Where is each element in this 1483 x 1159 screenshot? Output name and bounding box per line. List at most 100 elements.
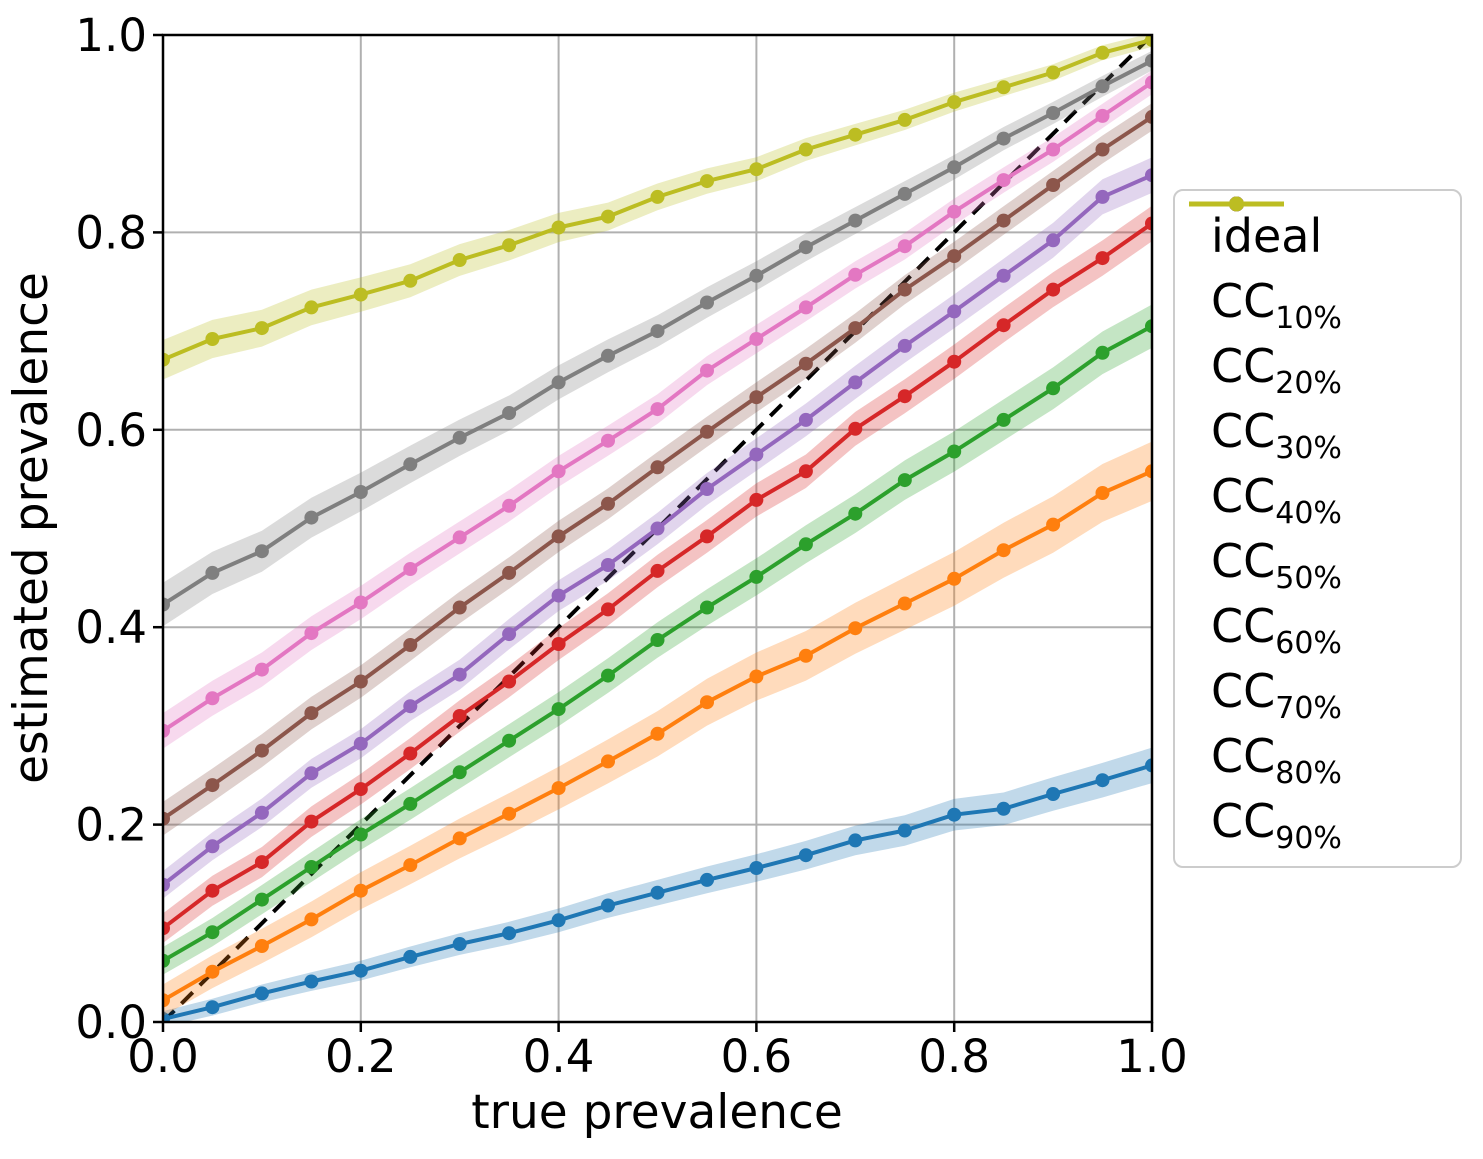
series-marker [353,782,368,797]
legend-entry: CC90% [1175,196,1460,854]
legend-label: CC10% [1211,278,1342,334]
series-marker [254,805,269,820]
series-marker [163,352,170,367]
legend-entry: CC20% [1175,196,1460,399]
legend-line-sample [1189,196,1284,212]
legend-label: CC40% [1211,473,1342,529]
series-marker [700,482,714,496]
series-marker [353,736,368,751]
series-marker [452,831,467,846]
series-marker [502,806,517,821]
legend-label-subscript: 40% [1275,495,1342,531]
series-marker [947,204,962,219]
series-marker [1095,189,1110,204]
series-marker [1145,75,1152,90]
y-axis-label: estimated prevalence [4,272,59,784]
series-marker [749,332,764,346]
series-marker [601,668,615,683]
series-marker [848,321,863,336]
series-marker [502,238,517,253]
series-marker [996,80,1011,95]
legend-label-main: CC [1211,468,1276,523]
series-marker [848,506,863,521]
series-marker [353,287,368,302]
series-marker [163,921,170,936]
x-tick-label: 1.0 [1116,1030,1188,1083]
y-tick-label: 0.0 [75,996,147,1049]
series-marker [601,898,615,913]
series-marker [749,162,764,177]
legend-label-subscript: 30% [1275,430,1342,466]
legend-label: CC60% [1211,603,1342,659]
series-marker [947,571,962,586]
series-marker [1095,142,1110,157]
y-tick-label: 1.0 [75,9,147,62]
legend-entry: CC50% [1175,196,1460,594]
plot-spines [161,33,1154,1024]
series-marker [205,691,220,706]
series-marker [798,648,813,663]
legend-label-main: CC [1211,794,1276,849]
series-marker [897,239,912,254]
series-marker [502,565,517,580]
series-marker [551,588,566,603]
series-marker [996,131,1011,146]
series-marker [848,213,863,228]
series-marker [452,530,467,545]
series-marker [403,858,418,873]
legend-label-main: CC [1211,273,1276,328]
series-marker [163,953,170,968]
series-marker [947,249,962,264]
series-marker [353,485,368,499]
series-marker [551,464,566,479]
x-tick-label: 0.6 [721,1030,793,1083]
legend-entry: CC 60% [1175,196,1460,659]
series-marker [163,993,170,1008]
series-marker [254,939,269,953]
series-marker [1145,216,1152,231]
series-marker [254,662,269,677]
series-marker [848,833,863,848]
series-marker [798,240,813,255]
series-marker [551,375,566,390]
legend-label-main: CC [1211,664,1276,719]
series-marker [551,913,566,928]
series-marker [798,537,813,552]
series-marker [403,949,418,964]
series-marker [996,173,1011,188]
legend-entry: CC10% [1175,196,1460,334]
series-marker [551,637,566,651]
series-marker [163,1012,170,1022]
series-marker [304,706,319,721]
series-marker [1145,35,1152,47]
series-marker [304,626,319,641]
x-axis-label: true prevalence [471,1085,843,1140]
series-marker [254,321,269,336]
series-marker [897,186,912,201]
series-marker [947,95,962,110]
legend-label-subscript: 60% [1275,626,1342,662]
series-marker [897,473,912,488]
series-marker [403,796,418,811]
series-marker [1145,168,1152,183]
series-marker [205,332,220,346]
axes-layer: 0.0 0.2 0.4 0.6 0.8 1.0 0.0 0.2 0.4 0.6 0.8 1.0 [75,9,1187,1083]
series-marker [205,839,220,854]
series-marker [1046,233,1061,248]
series-marker [798,300,813,315]
legend-label: CC20% [1211,343,1342,399]
legend-label: CC90% [1211,798,1342,854]
series-marker [897,596,912,611]
series-marker [1145,109,1152,124]
series-marker [947,807,962,822]
series-marker [996,318,1011,333]
legend-label-subscript: 90% [1275,821,1342,857]
legend-entry: CC 30% [1175,196,1460,466]
series-marker [353,674,368,689]
series-marker [551,781,566,796]
series-marker [650,726,665,741]
series-marker [798,464,813,479]
series-marker [452,937,467,951]
series-marker [304,300,319,315]
